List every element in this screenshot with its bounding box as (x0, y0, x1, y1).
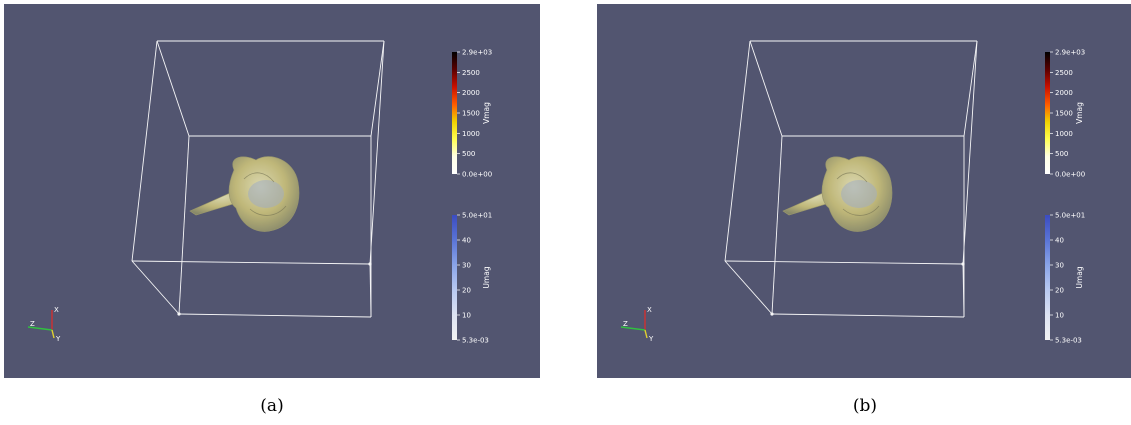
colorbar-tick-label: 2.9e+03 (462, 49, 492, 57)
colorbar-tick-label: 20 (1055, 287, 1064, 295)
colorbar-tick-label: 5.0e+01 (1055, 212, 1085, 220)
scene-svg: 2.9e+03 2500 2000 1500 1000 500 0.0e+00 Vmag 5.0… (620, 40, 1085, 345)
box-edge (771, 313, 965, 318)
scene-svg: 2.9e+03 2500 2000 1500 1000 500 0.0e+00 Vmag 5.0… (27, 40, 492, 345)
box-edge (724, 260, 773, 315)
box-edge (963, 40, 978, 137)
colorbar-tick-label: 2.9e+03 (1055, 49, 1085, 57)
render-view-b[interactable]: 2.9e+03 2500 2000 1500 1000 500 0.0e+00 Vmag 5.0… (597, 4, 1131, 378)
colorbar-tick-label: 500 (462, 150, 475, 158)
colorbar-tick-label: 500 (1055, 150, 1068, 158)
colorbar-gradient (452, 52, 457, 174)
orientation-axes: X Z Y (27, 306, 61, 343)
box-edge (178, 313, 372, 318)
colorbar-tick-label: 2000 (462, 89, 480, 97)
colorbar-gradient (1045, 215, 1050, 340)
colorbar-vmag: 2.9e+03 2500 2000 1500 1000 500 0.0e+00 Vmag (1045, 49, 1085, 179)
caption-b: (b) (852, 396, 878, 416)
box-vertex-marker (177, 312, 181, 316)
box-edge (771, 135, 783, 315)
colorbar-tick-label: 1000 (1055, 130, 1073, 138)
isosurface-detail (842, 205, 880, 216)
colorbar-tick-label: 2500 (1055, 69, 1073, 77)
isosurface-detail (249, 205, 287, 216)
box-edge (131, 40, 158, 262)
box-vertex-marker (961, 262, 965, 266)
colorbar-tick-label: 20 (462, 287, 471, 295)
colorbar-tick-label: 10 (462, 312, 471, 320)
axis-x-label: X (647, 306, 652, 314)
colorbar-umag: 5.0e+01 40 30 20 10 5.3e-03 Umag (1045, 212, 1085, 345)
caption-a: (a) (260, 396, 284, 416)
box-edge (369, 263, 372, 318)
colorbar-gradient (1045, 52, 1050, 174)
box-edge (724, 40, 751, 262)
orientation-axes: X Z Y (620, 306, 654, 343)
axis-z-label: Z (623, 320, 628, 328)
box-edge (369, 40, 385, 265)
axis-y-label: Y (648, 335, 654, 343)
axis-y-label: Y (55, 335, 61, 343)
colorbar-title: Vmag (1075, 102, 1084, 124)
box-edge (156, 40, 190, 137)
colorbar-tick-label: 1000 (462, 130, 480, 138)
box-edge (178, 135, 190, 315)
colorbar-tick-label: 40 (1055, 237, 1064, 245)
colorbar-tick-label: 40 (462, 237, 471, 245)
colorbar-tick-label: 1500 (462, 110, 480, 118)
colorbar-tick-label: 2500 (462, 69, 480, 77)
colorbar-tick-label: 5.3e-03 (462, 337, 489, 345)
box-edge (131, 260, 180, 315)
colorbar-vmag: 2.9e+03 2500 2000 1500 1000 500 0.0e+00 Vmag (452, 49, 492, 179)
colorbar-tick-label: 0.0e+00 (462, 171, 492, 179)
isosurface-object (782, 156, 893, 232)
isosurface-core-highlight (841, 180, 877, 208)
render-view-a[interactable]: 2.9e+03 2500 2000 1500 1000 500 0.0e+00 Vmag 5.0… (4, 4, 540, 378)
colorbar-title: Umag (482, 266, 491, 288)
box-edge (962, 40, 978, 265)
isosurface-object (189, 156, 300, 232)
axis-z (27, 326, 53, 331)
colorbar-umag: 5.0e+01 40 30 20 10 5.3e-03 Umag (452, 212, 492, 345)
colorbar-title: Vmag (482, 102, 491, 124)
box-vertex-marker (770, 312, 774, 316)
axis-z (620, 326, 646, 331)
box-edge (131, 260, 371, 265)
axis-y (644, 329, 648, 339)
isosurface-detail (243, 172, 275, 183)
colorbar-tick-label: 30 (1055, 262, 1064, 270)
isosurface-detail (836, 172, 868, 183)
isosurface-core-highlight (248, 180, 284, 208)
colorbar-gradient (452, 215, 457, 340)
colorbar-tick-label: 5.3e-03 (1055, 337, 1082, 345)
colorbar-tick-label: 30 (462, 262, 471, 270)
axis-x-label: X (54, 306, 59, 314)
colorbar-tick-label: 10 (1055, 312, 1064, 320)
colorbar-tick-label: 1500 (1055, 110, 1073, 118)
axis-z-label: Z (30, 320, 35, 328)
box-vertex-marker (368, 262, 372, 266)
colorbar-tick-label: 0.0e+00 (1055, 171, 1085, 179)
colorbar-tick-label: 2000 (1055, 89, 1073, 97)
axis-y (51, 329, 55, 339)
box-edge (724, 260, 964, 265)
colorbar-tick-label: 5.0e+01 (462, 212, 492, 220)
box-edge (962, 263, 965, 318)
colorbar-title: Umag (1075, 266, 1084, 288)
bounding-box-outline (131, 40, 385, 318)
box-edge (370, 40, 385, 137)
box-edge (749, 40, 783, 137)
bounding-box-outline (724, 40, 978, 318)
